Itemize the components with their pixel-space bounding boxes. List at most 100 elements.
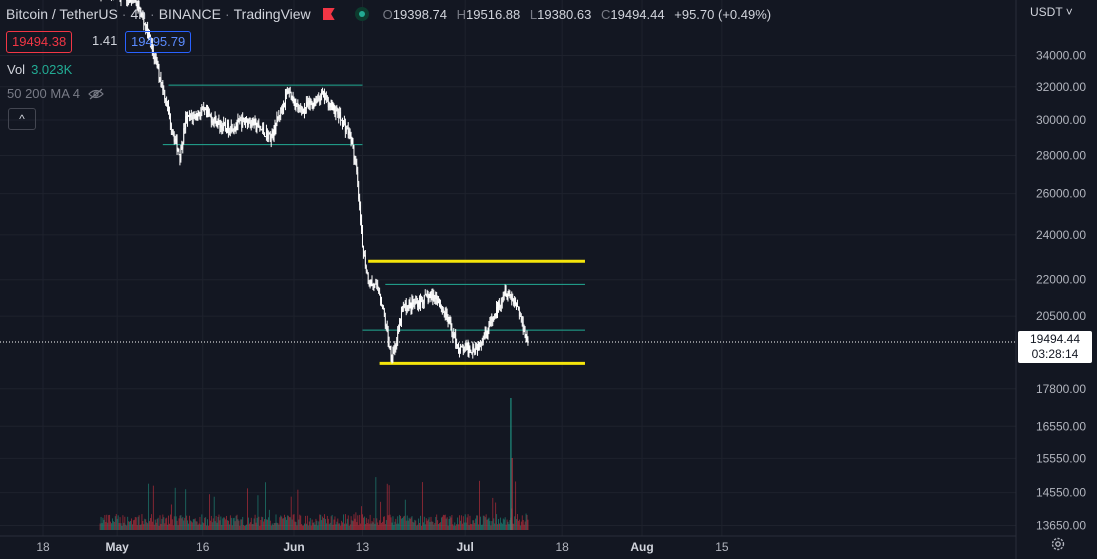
volume-bar (448, 518, 450, 530)
candle-body (364, 255, 366, 267)
candle-body (208, 114, 210, 116)
candle-body (476, 347, 477, 349)
volume-bar (128, 521, 130, 530)
volume-legend[interactable]: Vol 3.023K (7, 62, 72, 77)
candle-body (283, 103, 284, 110)
volume-bar (442, 514, 444, 530)
volume-bar (292, 514, 294, 530)
volume-bar (167, 524, 169, 530)
candle-body (370, 280, 372, 286)
price-axis[interactable]: 34000.00 32000.00 30000.00 28000.00 26000.00… (1036, 49, 1086, 533)
volume-bar (298, 519, 300, 530)
volume-bar (351, 520, 353, 530)
market-status-icon[interactable] (354, 7, 369, 21)
volume-bar (202, 522, 204, 530)
volume-bar (352, 521, 354, 530)
candle-body (401, 310, 402, 323)
flag-icon[interactable] (322, 8, 335, 20)
sell-price-button[interactable]: 19494.38 (6, 31, 73, 53)
candle-body (504, 289, 506, 296)
candle-body (226, 129, 227, 133)
candle-body (212, 120, 214, 124)
volume-bar (158, 525, 160, 530)
candle-body (506, 295, 508, 297)
interval-label[interactable]: 4h (130, 6, 147, 22)
volume-bar (286, 519, 287, 530)
collapse-legend-button[interactable]: ^ (8, 108, 36, 130)
buy-price-button[interactable]: 19495.79 (125, 31, 192, 53)
currency-selector[interactable]: USDT ˅ (1030, 5, 1073, 19)
volume-bar (270, 525, 272, 530)
volume-bar (210, 515, 212, 530)
candle-body (164, 90, 166, 100)
volume-bar (382, 521, 383, 530)
candle-body (210, 115, 212, 123)
volume-bar (346, 518, 348, 530)
volume-bar (206, 525, 208, 530)
volume-bar (412, 521, 414, 530)
candle-body (464, 345, 466, 349)
gear-icon[interactable] (1050, 536, 1066, 552)
candle-body (254, 119, 256, 121)
volume-bar (122, 515, 124, 530)
candle-body (394, 344, 396, 351)
volume-bar (247, 517, 249, 530)
candle-body (284, 103, 285, 105)
volume-bar (496, 514, 498, 530)
candle-body (273, 125, 275, 137)
candle-body (163, 90, 165, 92)
candle-body (305, 102, 307, 109)
candle-body (417, 301, 419, 308)
candle-body (141, 13, 143, 16)
candle-body (228, 122, 229, 133)
volume-bar (283, 518, 285, 530)
volume-bar (464, 514, 466, 530)
candle-body (149, 33, 150, 38)
close-label: C (601, 6, 611, 22)
volume-bar (327, 518, 329, 530)
candle-body (293, 101, 295, 104)
volume-bar (249, 522, 251, 530)
candle-body (320, 98, 322, 102)
volume-bar (304, 523, 305, 530)
candle-body (522, 321, 524, 331)
candle-body (420, 298, 421, 305)
volume-bar (494, 523, 496, 530)
volume-bar (434, 523, 436, 530)
volume-bar (503, 519, 505, 530)
volume-bar (215, 515, 217, 530)
candle-body (496, 306, 497, 316)
symbol-name[interactable]: Bitcoin / TetherUS (6, 6, 118, 22)
volume-bar (235, 515, 237, 530)
candle-body (505, 289, 507, 296)
volume-bar (467, 514, 469, 530)
volume-bar (131, 518, 132, 530)
volume-bar (425, 518, 427, 530)
candle-body (230, 124, 232, 132)
candle-body (357, 171, 359, 182)
volume-bar (335, 524, 337, 530)
time-axis[interactable]: 18 May 16 Jun 13 Jul 18 Aug 15 (36, 540, 729, 554)
volume-bar (188, 523, 189, 530)
candle-body (518, 310, 520, 317)
hidden-eye-icon[interactable] (88, 88, 104, 100)
volume-bar (397, 516, 399, 530)
candle-body (393, 350, 395, 352)
ma-indicator-legend[interactable]: 50 200 MA 4 (7, 86, 104, 101)
volume-bar (204, 517, 206, 530)
volume-bar (162, 514, 164, 530)
volume-bar (321, 520, 323, 530)
candle-body (182, 142, 184, 149)
volume-bar (170, 514, 171, 530)
candle-body (479, 342, 480, 347)
change-value: +95.70 (+0.49%) (674, 6, 772, 22)
candle-body (379, 292, 380, 295)
candle-body (170, 113, 171, 125)
candle-body (316, 99, 318, 104)
candle-body (312, 103, 314, 106)
candle-body (276, 116, 278, 126)
candle-body (185, 116, 187, 129)
volume-bar (509, 519, 511, 530)
candle-body (459, 350, 460, 352)
